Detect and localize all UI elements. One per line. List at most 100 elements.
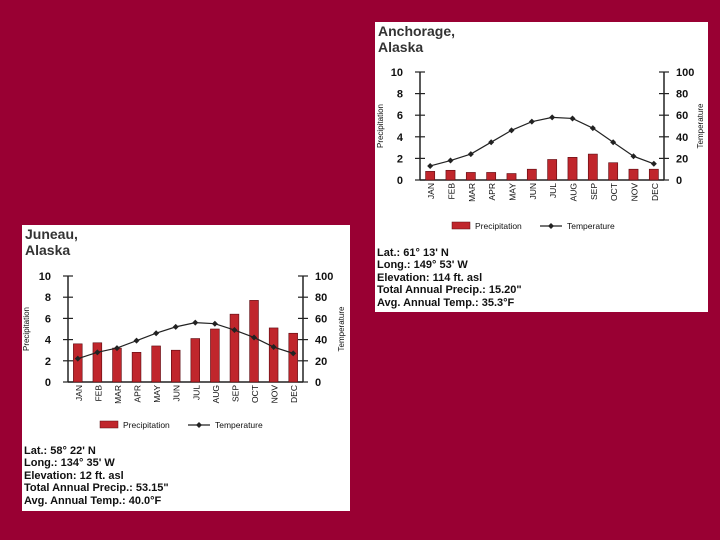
temperature-point <box>610 139 617 146</box>
temperature-point <box>74 355 81 362</box>
annual-precip-text: Total Annual Precip.: 15.20" <box>377 284 522 297</box>
precipitation-bar <box>171 349 181 383</box>
temperature-point <box>251 334 258 341</box>
precipitation-bar <box>628 168 639 181</box>
y2-axis-label: Temperature <box>696 103 705 148</box>
temperature-point <box>650 160 657 167</box>
temperature-point <box>270 344 277 351</box>
x-tick-label: APR <box>487 183 497 200</box>
legend-precipitation-label: Precipitation <box>123 420 170 430</box>
temperature-point <box>630 153 637 160</box>
x-tick-label: FEB <box>447 183 457 200</box>
x-tick-label: SEP <box>589 183 599 200</box>
annual-precip-text: Total Annual Precip.: 53.15" <box>24 482 169 495</box>
temperature-line <box>77 322 294 360</box>
y2-tick-label: 100 <box>676 67 694 79</box>
temperature-point <box>569 115 576 122</box>
precipitation-bar <box>92 342 103 383</box>
temperature-point <box>508 127 515 134</box>
annual-temp-text: Avg. Annual Temp.: 40.0°F <box>24 494 162 507</box>
y2-tick-label: 80 <box>315 292 327 304</box>
station-info: Lat.: 58° 22' N Long.: 134° 35' W Elevat… <box>24 445 169 507</box>
station-info: Lat.: 61° 13' N Long.: 149° 53' W Elevat… <box>377 247 522 309</box>
longitude-text: Long.: 134° 35' W <box>24 457 115 470</box>
x-tick-label: AUG <box>211 385 221 403</box>
y-tick-label: 8 <box>397 89 403 101</box>
y2-tick-label: 100 <box>315 271 333 283</box>
precipitation-bar <box>648 168 659 181</box>
temperature-point <box>153 330 160 337</box>
precipitation-bar <box>268 327 279 383</box>
latitude-text: Lat.: 61° 13' N <box>377 247 449 259</box>
y-tick-label: 4 <box>45 335 52 347</box>
y-tick-label: 0 <box>45 377 51 389</box>
elevation-text: Elevation: 12 ft. asl <box>24 469 124 482</box>
precipitation-bar <box>608 162 619 181</box>
y2-tick-label: 20 <box>315 356 327 368</box>
x-tick-label: NOV <box>270 385 280 404</box>
anchorage-climate-panel: Anchorage, Alaska 0 2 4 6 8 10 0 20 40 60 80 100 Pre… <box>375 22 708 312</box>
x-tick-label: FEB <box>93 385 103 402</box>
y-tick-label: 2 <box>45 356 51 368</box>
x-tick-label: DEC <box>289 385 299 403</box>
temperature-point <box>192 319 199 326</box>
precipitation-bar <box>526 168 537 181</box>
precipitation-bar <box>131 352 142 383</box>
temperature-point <box>427 162 434 169</box>
y-tick-label: 6 <box>397 110 403 122</box>
x-tick-label: AUG <box>569 183 579 201</box>
x-tick-label: MAY <box>152 385 162 403</box>
precipitation-bar <box>506 173 517 181</box>
precipitation-bar <box>249 300 259 383</box>
legend-precipitation-swatch <box>451 221 471 230</box>
legend-temperature-marker <box>548 223 554 229</box>
temperature-point <box>467 151 474 158</box>
legend-precipitation-label: Precipitation <box>475 221 522 231</box>
y-tick-label: 6 <box>45 313 51 325</box>
precipitation-bar <box>190 338 200 383</box>
y2-tick-label: 0 <box>315 377 321 389</box>
x-tick-label: OCT <box>609 183 619 201</box>
precipitation-bar <box>288 332 298 383</box>
temperature-point <box>113 345 120 352</box>
x-tick-label: JUL <box>191 385 201 400</box>
y2-tick-label: 40 <box>676 132 688 144</box>
precipitation-bar <box>486 172 497 181</box>
precipitation-bar <box>567 157 578 181</box>
y2-tick-label: 0 <box>676 175 682 187</box>
x-tick-label: MAR <box>113 385 123 404</box>
temperature-point <box>528 118 535 125</box>
precipitation-bar <box>425 171 436 181</box>
temperature-point <box>211 320 218 327</box>
x-tick-label: SEP <box>230 385 240 402</box>
legend-precipitation-swatch <box>99 420 119 429</box>
y-tick-label: 10 <box>39 271 51 283</box>
temperature-line <box>430 116 655 167</box>
y2-axis-label: Temperature <box>337 306 346 351</box>
temperature-point <box>172 323 179 330</box>
chart-title: Juneau, Alaska <box>25 226 78 258</box>
x-tick-label: MAR <box>467 183 477 202</box>
temperature-point <box>447 157 454 164</box>
latitude-text: Lat.: 58° 22' N <box>24 445 96 457</box>
elevation-text: Elevation: 114 ft. asl <box>377 271 483 284</box>
precipitation-bar <box>229 313 240 383</box>
temperature-point <box>488 139 495 146</box>
y2-tick-label: 80 <box>676 89 688 101</box>
y-tick-label: 8 <box>45 292 51 304</box>
temperature-point <box>94 349 101 356</box>
y-tick-label: 0 <box>397 175 403 187</box>
precipitation-bar <box>465 172 476 181</box>
y2-tick-label: 20 <box>676 153 688 165</box>
x-tick-label: JAN <box>74 385 84 401</box>
longitude-text: Long.: 149° 53' W <box>377 259 468 272</box>
legend-temperature-label: Temperature <box>567 221 615 231</box>
y-axis-label: Precipitation <box>22 307 31 351</box>
y-tick-label: 4 <box>397 132 404 144</box>
temperature-point <box>231 327 238 334</box>
chart-title: Anchorage, Alaska <box>378 23 456 55</box>
annual-temp-text: Avg. Annual Temp.: 35.3°F <box>377 296 515 309</box>
precipitation-bar <box>445 169 456 181</box>
temperature-point <box>133 337 140 344</box>
